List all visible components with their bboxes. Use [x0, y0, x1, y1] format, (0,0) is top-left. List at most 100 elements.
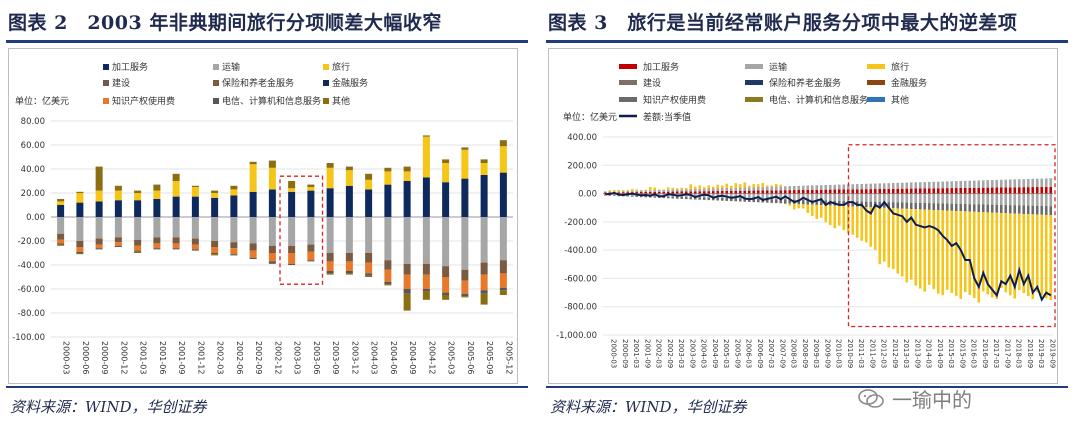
left-bar-电信、计算机和信息服务: [230, 254, 238, 256]
right-x-tick-label: 2016-03: [970, 339, 978, 368]
left-bar-其他: [384, 167, 392, 172]
right-bar-加工服务: [1013, 187, 1017, 194]
right-bar-加工服务: [837, 189, 841, 194]
right-bar-旅行: [900, 208, 904, 277]
right-bar-知识产权使用费: [734, 198, 738, 202]
right-bar-旅行: [635, 189, 639, 191]
right-bar-知识产权使用费: [1035, 205, 1039, 215]
right-bar-运输: [873, 193, 877, 202]
left-bar-其他: [365, 173, 373, 180]
left-bar-加工服务: [365, 189, 373, 217]
left-bar-电信、计算机和信息服务: [307, 260, 315, 262]
right-bar-知识产权使用费: [716, 197, 720, 201]
right-bar-运输: [914, 182, 918, 189]
left-bar-电信、计算机和信息服务: [114, 245, 122, 247]
right-bar-加工服务: [761, 190, 765, 194]
right-bar-运输: [626, 190, 630, 193]
legend-swatch-r-知识产权使用费: [619, 97, 637, 102]
left-bar-保险和养老金服务: [403, 263, 411, 275]
right-chart-title: 图表 3 旅行是当前经常账户服务分项中最大的逆差项: [548, 12, 1018, 34]
right-bar-旅行: [716, 184, 720, 189]
right-bar-旅行: [837, 205, 841, 226]
right-bar-运输: [837, 184, 841, 190]
right-bar-运输: [995, 193, 999, 205]
right-bar-旅行: [756, 184, 760, 188]
right-bar-运输: [954, 181, 958, 189]
right-bar-知识产权使用费: [788, 199, 792, 204]
left-bar-运输: [57, 217, 65, 234]
right-bar-知识产权使用费: [1049, 206, 1053, 216]
right-bar-知识产权使用费: [797, 199, 801, 205]
left-bar-其他: [288, 181, 296, 189]
right-bar-运输: [999, 179, 1003, 188]
right-bar-运输: [806, 185, 810, 190]
right-bar-加工服务: [927, 188, 931, 194]
left-bar-知识产权使用费: [442, 277, 450, 293]
right-bar-加工服务: [707, 191, 711, 194]
right-x-tick-label: 2005-09: [733, 339, 741, 368]
right-bar-运输: [711, 188, 715, 192]
right-bar-旅行: [824, 205, 828, 223]
legend-swatch-金融服务: [323, 80, 329, 86]
legend-swatch-r-保险和养老金服务: [745, 80, 763, 85]
legend-swatch-r-旅行: [867, 64, 885, 69]
left-y-tick-label: -60.00: [18, 285, 45, 295]
left-y-tick-label: 80.00: [21, 117, 45, 127]
left-bar-运输: [384, 217, 392, 261]
right-bar-旅行: [698, 185, 702, 189]
left-bar-其他: [307, 184, 315, 187]
right-bar-知识产权使用费: [630, 195, 634, 197]
left-bar-其他: [422, 135, 430, 137]
left-bar-其他: [114, 185, 122, 191]
right-bar-运输: [878, 193, 882, 202]
right-bar-加工服务: [1035, 187, 1039, 194]
legend-swatch-r-建设: [619, 80, 637, 85]
right-bar-运输: [887, 193, 891, 203]
left-bar-知识产权使用费: [403, 274, 411, 289]
left-bar-加工服务: [326, 188, 334, 217]
left-bar-知识产权使用费: [211, 247, 219, 253]
right-bar-知识产权使用费: [729, 198, 733, 202]
right-bar-加工服务: [869, 189, 873, 194]
left-bar-电信、计算机和信息服务: [268, 261, 276, 264]
right-bar-运输: [833, 193, 837, 201]
left-bar-保险和养老金服务: [326, 253, 334, 262]
right-y-tick-label: -400.00: [564, 246, 597, 256]
right-bar-加工服务: [698, 191, 702, 194]
left-bar-其他: [134, 190, 142, 193]
right-bar-旅行: [936, 210, 940, 294]
right-bar-知识产权使用费: [923, 203, 927, 210]
left-y-tick-label: 0.00: [26, 213, 45, 223]
right-bar-旅行: [626, 189, 630, 191]
left-bar-其他: [442, 159, 450, 163]
right-bar-旅行: [914, 209, 918, 286]
legend-label-r-保险和养老金服务: 保险和养老金服务: [769, 77, 841, 89]
right-bar-运输: [792, 185, 796, 191]
right-bar-运输: [635, 190, 639, 193]
right-x-tick-label: 2004-09: [711, 339, 719, 368]
right-bar-知识产权使用费: [837, 200, 841, 206]
right-x-tick-label: 2006-09: [756, 339, 764, 368]
left-bar-保险和养老金服务: [249, 243, 257, 251]
right-bar-运输: [833, 184, 837, 190]
left-bar-运输: [345, 217, 353, 253]
right-bar-旅行: [842, 206, 846, 231]
right-y-tick-label: 0.00: [578, 190, 597, 200]
right-bar-运输: [779, 193, 783, 200]
right-bar-运输: [909, 182, 913, 189]
right-bar-加工服务: [680, 191, 684, 194]
right-bar-知识产权使用费: [824, 200, 828, 206]
left-chart-frame: 加工服务 运输 旅行 建设 保险和养老金服务 金融服务 知识产权使用费 电信、计…: [8, 48, 518, 384]
left-bar-运输: [288, 217, 296, 246]
right-x-tick-label: 2003-03: [677, 339, 685, 368]
right-bar-旅行: [806, 204, 810, 213]
right-bar-加工服务: [968, 187, 972, 194]
right-bar-运输: [1013, 179, 1017, 188]
right-bar-运输: [824, 185, 828, 190]
left-x-tick-label: 2002-06: [235, 341, 244, 374]
right-y-tick-label: 200.00: [567, 161, 597, 171]
left-bar-其他: [326, 273, 334, 275]
left-bar-旅行: [230, 189, 238, 196]
right-bar-运输: [869, 193, 873, 202]
right-bar-运输: [995, 179, 999, 188]
